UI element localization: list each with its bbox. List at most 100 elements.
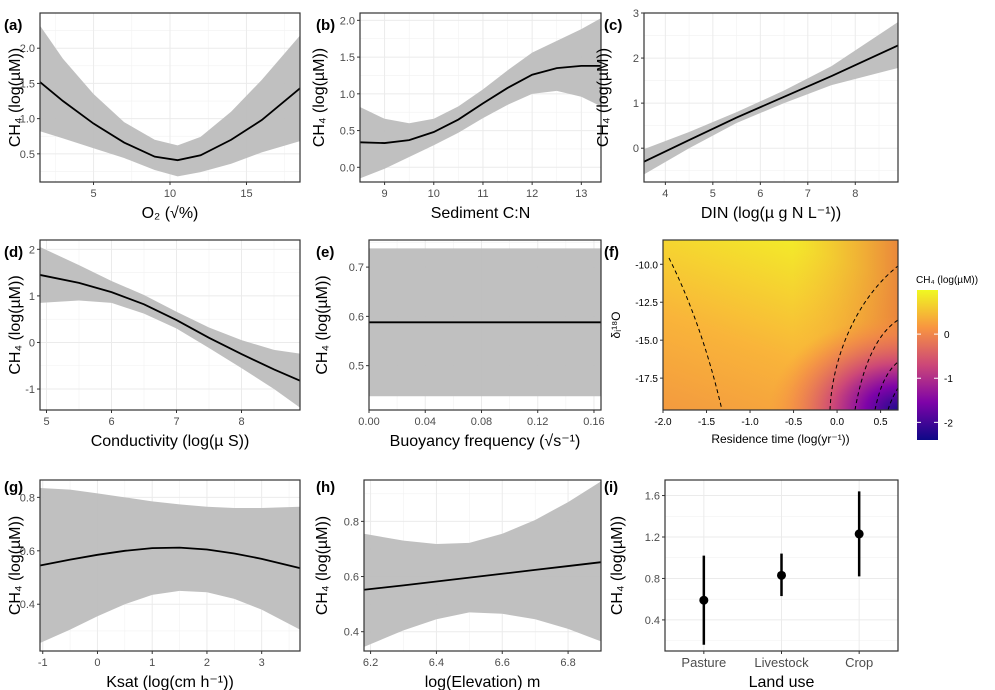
plot-frame — [643, 12, 899, 183]
y-tick-label: 0.7 — [349, 262, 364, 274]
y-tick-label: 0.4 — [645, 615, 660, 627]
x-tick-label: 8 — [238, 416, 244, 428]
y-tick-label: 2 — [29, 244, 35, 256]
x-axis-label: log(Elevation) m — [425, 674, 541, 690]
y-tick-label: 1.5 — [340, 52, 355, 64]
y-tick-label: 0.8 — [645, 573, 660, 585]
x-tick-label: Crop — [845, 655, 873, 670]
fit-line — [39, 546, 301, 570]
x-axis-label: Land use — [749, 674, 815, 690]
y-axis-label: CH₄ (log(µM)) — [7, 48, 24, 147]
confidence-band — [644, 22, 898, 175]
x-tick-label: 6.6 — [495, 657, 510, 669]
panel-f: CH₄ (log(µM)) 0 -1 -2 -17.5 -15.0 -12.5 -10.0 -2… — [604, 239, 978, 446]
y-tick-label: -1 — [25, 384, 35, 396]
x-tick-label: 0.0 — [830, 417, 844, 428]
plot-frame — [662, 239, 899, 411]
x-tick-label: -0.5 — [785, 417, 803, 428]
x-tick-label: 4 — [662, 188, 668, 200]
confidence-band — [364, 481, 601, 647]
y-tick-label: 2.0 — [340, 15, 355, 27]
y-tick-label: -12.5 — [635, 298, 658, 309]
y-tick-label: 0.5 — [340, 126, 355, 138]
x-tick-label: 0.08 — [471, 416, 492, 428]
y-tick-label: -15.0 — [635, 336, 658, 347]
y-tick-label: 0.0 — [340, 162, 355, 174]
data-point — [854, 529, 864, 539]
panel-label: (g) — [4, 479, 23, 496]
x-tick-label: 0 — [94, 657, 100, 669]
x-tick-label: 13 — [575, 188, 587, 200]
fit-line — [39, 274, 301, 382]
panel-label: (i) — [604, 479, 618, 496]
y-tick-label: -10.0 — [635, 260, 658, 271]
x-tick-label: 15 — [240, 188, 252, 200]
x-tick-label: 6 — [108, 416, 114, 428]
x-tick-label: 1 — [149, 657, 155, 669]
x-tick-label: 6.4 — [429, 657, 444, 669]
colorbar-tick-label: -2 — [944, 418, 953, 429]
y-tick-label: 0.8 — [20, 492, 35, 504]
plot-frame — [39, 479, 301, 652]
y-axis-label: CH₄ (log(µM)) — [314, 516, 331, 615]
x-tick-label: 10 — [164, 188, 176, 200]
x-tick-label: 5 — [710, 188, 716, 200]
panel-c: 0 1 2 3 4 5 6 7 8 DIN (log(µ g N L⁻¹)) CH₄ (log(µM… — [595, 8, 899, 222]
panel-b: 0.0 0.5 1.0 1.5 2.0 9 10 11 12 13 Sediment C:N CH₄ … — [311, 12, 602, 222]
panel-label: (e) — [316, 244, 334, 261]
x-axis-label: Conductivity (log(µ S)) — [91, 433, 250, 450]
y-axis-label: CH₄ (log(µM)) — [595, 48, 612, 147]
y-tick-label: 0 — [633, 143, 639, 155]
y-axis-label: δᵢ¹⁸O — [609, 312, 623, 339]
y-tick-label: 0.6 — [20, 546, 35, 558]
x-tick-label: 7 — [173, 416, 179, 428]
x-tick-label: 0.5 — [874, 417, 888, 428]
fit-line — [363, 561, 602, 591]
x-tick-label: 9 — [382, 188, 388, 200]
x-tick-label: 0.04 — [415, 416, 436, 428]
contour-line — [887, 387, 899, 411]
y-tick-label: 1.0 — [20, 114, 35, 126]
panel-d: -1 0 1 2 5 6 7 8 Conductivity (log(µ S)) CH₄ (log… — [4, 239, 301, 450]
plot-frame — [39, 239, 301, 411]
heatmap-gradient-corner — [663, 240, 898, 410]
x-tick-label: -1.0 — [741, 417, 759, 428]
y-tick-label: 1 — [633, 98, 639, 110]
panel-g: 0.4 0.6 0.8 -1 0 1 2 3 Ksat (log(cm h⁻¹)) CH₄ (lo… — [4, 479, 301, 690]
contour-line — [854, 319, 899, 411]
x-tick-label: 6.2 — [363, 657, 378, 669]
confidence-band — [40, 246, 300, 408]
y-tick-label: 0.5 — [20, 149, 35, 161]
x-tick-label: 0.12 — [527, 416, 548, 428]
y-tick-label: 3 — [633, 8, 639, 20]
panel-h: 0.4 0.6 0.8 6.2 6.4 6.6 6.8 log(Elevation) m CH₄… — [314, 479, 602, 690]
x-tick-label: Pasture — [681, 655, 726, 670]
panel-label: (b) — [316, 17, 335, 34]
panel-i: 0.4 0.8 1.2 1.6 Pasture Livestock Crop Land use… — [604, 479, 899, 690]
panel-label: (c) — [604, 17, 622, 34]
x-tick-label: 10 — [428, 188, 440, 200]
x-tick-label: -2.0 — [654, 417, 672, 428]
y-tick-label: 1.5 — [20, 78, 35, 90]
x-tick-label: 5 — [90, 188, 96, 200]
x-tick-label: 6 — [757, 188, 763, 200]
x-tick-label: -1.5 — [698, 417, 716, 428]
y-tick-label: 1 — [29, 291, 35, 303]
confidence-band — [40, 25, 300, 177]
x-tick-label: 12 — [526, 188, 538, 200]
data-point — [777, 570, 786, 580]
x-tick-label: 8 — [852, 188, 858, 200]
x-tick-label: 5 — [43, 416, 49, 428]
plot-frame — [359, 12, 602, 183]
y-tick-label: 0.4 — [344, 627, 359, 639]
contour-line — [829, 265, 899, 411]
panel-a: 0.5 1.0 1.5 2.0 5 10 15 O₂ (√%) CH₄ (log(µM)) (a) — [4, 12, 301, 222]
colorbar-tick-label: 0 — [944, 330, 950, 341]
y-axis-label: CH₄ (log(µM)) — [609, 516, 626, 615]
y-tick-label: 0.6 — [344, 572, 359, 584]
x-axis-label: Residence time (log(yr⁻¹)) — [711, 432, 849, 446]
panel-label: (h) — [316, 479, 335, 496]
y-tick-label: 1.2 — [645, 532, 660, 544]
y-axis-label: CH₄ (log(µM)) — [311, 48, 328, 147]
